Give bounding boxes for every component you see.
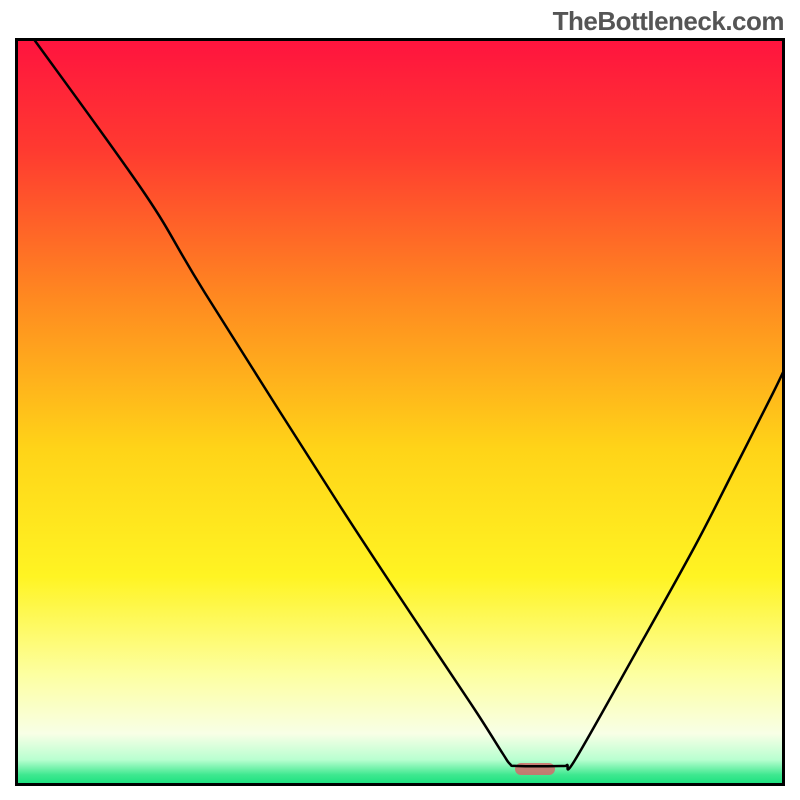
curve-minimum-marker (515, 763, 555, 775)
watermark-text: TheBottleneck.com (553, 6, 784, 37)
gradient-background (15, 38, 785, 786)
bottleneck-chart (15, 38, 785, 786)
